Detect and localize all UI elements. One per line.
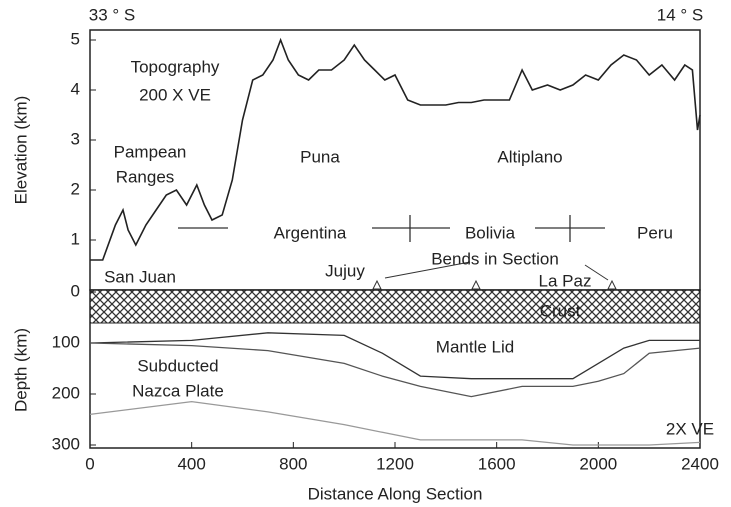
annotation: La Paz	[539, 271, 592, 290]
y-axis-label: Elevation (km)	[11, 96, 30, 205]
x-tick-label: 2000	[579, 454, 617, 473]
x-axis-label: Distance Along Section	[308, 484, 483, 503]
border-line	[178, 215, 605, 242]
y-axis-label: Depth (km)	[11, 328, 30, 412]
annotation: Bolivia	[465, 223, 516, 242]
y-tick-label: 200	[52, 383, 80, 402]
x-tick-label: 1600	[478, 454, 516, 473]
annotation: 200 X VE	[139, 85, 211, 104]
series-line	[89, 400, 701, 446]
y-tick-label: 100	[52, 332, 80, 351]
y-tick-label: 3	[71, 129, 80, 148]
annotation: Argentina	[274, 223, 347, 242]
bend-markers	[372, 261, 617, 290]
annotation: San Juan	[104, 267, 176, 286]
annotation: 33 ° S	[89, 5, 136, 24]
annotation: Crust	[540, 301, 581, 320]
annotation: Peru	[637, 223, 673, 242]
annotation: Ranges	[116, 167, 175, 186]
annotation: Topography	[131, 57, 220, 76]
crust-band	[89, 289, 701, 324]
series-line	[89, 332, 700, 380]
annotation: Nazca Plate	[132, 381, 224, 400]
x-tick-label: 0	[85, 454, 94, 473]
annotation: 14 ° S	[657, 5, 704, 24]
annotation: Puna	[300, 147, 340, 166]
y-tick-label: 1	[71, 229, 80, 248]
y-tick-label: 4	[71, 79, 80, 98]
y-tick-label: 5	[71, 29, 80, 48]
series-line	[90, 37, 701, 261]
y-tick-label: 300	[52, 434, 80, 453]
y-tick-label: 0	[71, 281, 80, 300]
x-tick-label: 2400	[681, 454, 719, 473]
x-tick-label: 400	[177, 454, 205, 473]
annotation: Altiplano	[497, 147, 562, 166]
annotation: Subducted	[137, 356, 218, 375]
x-tick-label: 800	[279, 454, 307, 473]
annotation: Mantle Lid	[436, 337, 514, 356]
annotation: 2X VE	[666, 419, 714, 438]
x-tick-label: 1200	[376, 454, 414, 473]
annotation: Pampean	[114, 142, 187, 161]
annotation: Bends in Section	[431, 249, 559, 268]
series-line	[89, 342, 701, 398]
annotation: Jujuy	[325, 261, 365, 280]
y-tick-label: 2	[71, 179, 80, 198]
